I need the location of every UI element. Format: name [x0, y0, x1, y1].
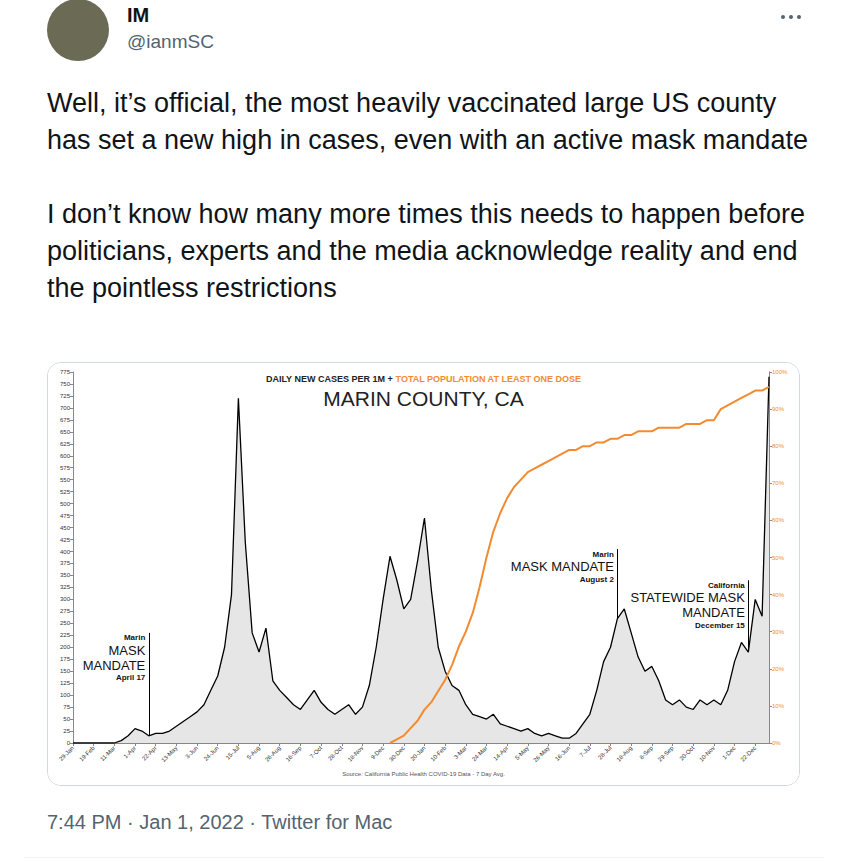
svg-text:575: 575 — [60, 465, 71, 471]
svg-text:775: 775 — [60, 369, 71, 375]
svg-text:350: 350 — [60, 572, 71, 578]
svg-text:675: 675 — [60, 417, 71, 423]
svg-text:175: 175 — [60, 656, 71, 662]
svg-text:500: 500 — [60, 501, 71, 507]
svg-text:7-Jul: 7-Jul — [579, 745, 592, 758]
html-text:7:44 PM · Jan 1, 2022 · Twitte: 7:44 PM · Jan 1, 2022 · Twitter for Mac — [47, 811, 393, 833]
svg-text:19-Feb: 19-Feb — [78, 744, 96, 762]
svg-text:13-May: 13-May — [160, 745, 178, 763]
svg-text:0: 0 — [66, 740, 70, 746]
svg-text:100: 100 — [60, 692, 71, 698]
svg-text:10%: 10% — [772, 703, 785, 709]
svg-text:3-Jun: 3-Jun — [184, 745, 199, 760]
svg-text:75: 75 — [63, 704, 70, 710]
svg-text:28-Jul: 28-Jul — [597, 745, 613, 761]
svg-text:28-Oct: 28-Oct — [327, 745, 344, 762]
svg-text:60%: 60% — [772, 517, 785, 523]
svg-text:250: 250 — [60, 620, 71, 626]
svg-text:150: 150 — [60, 668, 71, 674]
html-text:IM: IM — [127, 4, 150, 26]
svg-text:600: 600 — [60, 453, 71, 459]
svg-text:20%: 20% — [772, 666, 785, 672]
svg-text:10-Nov: 10-Nov — [698, 745, 716, 763]
svg-text:11-Mar: 11-Mar — [99, 745, 116, 762]
svg-text:26-Aug: 26-Aug — [264, 745, 282, 763]
html-text:@ianmSC: @ianmSC — [127, 31, 214, 52]
svg-text:400: 400 — [60, 549, 71, 555]
svg-text:90%: 90% — [772, 406, 785, 412]
svg-text:3-Mar: 3-Mar — [453, 745, 468, 760]
svg-text:550: 550 — [60, 477, 71, 483]
svg-text:275: 275 — [60, 608, 71, 614]
svg-text:10-Feb: 10-Feb — [430, 744, 448, 762]
svg-text:MARIN COUNTY, CA: MARIN COUNTY, CA — [323, 387, 523, 410]
svg-text:22-Apr: 22-Apr — [141, 745, 158, 762]
svg-text:DAILY NEW CASES PER 1M +: DAILY NEW CASES PER 1M + — [266, 374, 395, 384]
svg-text:Source: California Public Heal: Source: California Public Health COVID-1… — [342, 771, 505, 777]
svg-text:225: 225 — [60, 632, 71, 638]
svg-text:26-May: 26-May — [532, 745, 550, 763]
svg-text:20-Jan: 20-Jan — [409, 745, 426, 762]
svg-text:Marin: Marin — [124, 633, 145, 642]
svg-text:750: 750 — [60, 381, 71, 387]
svg-text:25: 25 — [63, 728, 70, 734]
svg-text:1-Dec: 1-Dec — [721, 745, 737, 761]
svg-text:450: 450 — [60, 525, 71, 531]
svg-text:40%: 40% — [772, 592, 785, 598]
svg-text:5-May: 5-May — [514, 745, 530, 761]
svg-text:Marin: Marin — [593, 550, 614, 559]
svg-text:30%: 30% — [772, 629, 785, 635]
svg-text:625: 625 — [60, 441, 71, 447]
svg-text:9-Dec: 9-Dec — [370, 745, 386, 761]
svg-text:24-Jun: 24-Jun — [203, 745, 220, 762]
svg-text:100%: 100% — [772, 369, 788, 375]
svg-text:70%: 70% — [772, 480, 785, 486]
svg-text:700: 700 — [60, 405, 71, 411]
svg-text:California: California — [708, 581, 745, 590]
html-text:I don’t know how many more tim: I don’t know how many more times this ne… — [47, 199, 805, 303]
svg-text:7-Oct: 7-Oct — [309, 745, 324, 760]
svg-text:18-Aug: 18-Aug — [615, 745, 633, 763]
svg-text:22-Dec: 22-Dec — [739, 745, 757, 763]
svg-text:325: 325 — [60, 584, 71, 590]
svg-text:8-Sep: 8-Sep — [638, 744, 654, 760]
html-text:Well, it’s official, the most: Well, it’s official, the most heavily va… — [47, 88, 808, 155]
svg-text:18-Nov: 18-Nov — [347, 745, 365, 763]
svg-text:200: 200 — [60, 644, 71, 650]
svg-text:STATEWIDE MASK: STATEWIDE MASK — [630, 590, 745, 605]
svg-text:April 17: April 17 — [116, 673, 146, 682]
svg-text:24-Mar: 24-Mar — [471, 745, 489, 763]
svg-text:MANDATE: MANDATE — [682, 605, 745, 620]
svg-text:50: 50 — [63, 716, 70, 722]
svg-text:425: 425 — [60, 537, 71, 543]
svg-text:725: 725 — [60, 393, 71, 399]
svg-text:MANDATE: MANDATE — [83, 658, 146, 673]
svg-text:50%: 50% — [772, 555, 785, 561]
svg-text:30-Dec: 30-Dec — [388, 745, 406, 763]
svg-text:0%: 0% — [772, 740, 781, 746]
svg-text:MASK: MASK — [108, 643, 145, 658]
svg-text:1-Apr: 1-Apr — [123, 745, 138, 760]
svg-text:375: 375 — [60, 560, 71, 566]
svg-text:15-Jul: 15-Jul — [225, 745, 241, 761]
svg-text:16-Sep: 16-Sep — [285, 744, 303, 762]
svg-text:29-Jan: 29-Jan — [58, 745, 75, 762]
svg-text:14-Apr: 14-Apr — [492, 745, 509, 762]
svg-text:August 2: August 2 — [580, 575, 615, 584]
svg-text:29-Sep: 29-Sep — [657, 744, 675, 762]
svg-text:650: 650 — [60, 429, 71, 435]
svg-text:300: 300 — [60, 596, 71, 602]
svg-text:16-Jun: 16-Jun — [554, 745, 571, 762]
svg-text:TOTAL POPULATION AT LEAST ONE: TOTAL POPULATION AT LEAST ONE DOSE — [396, 374, 581, 384]
svg-text:125: 125 — [60, 680, 71, 686]
svg-text:80%: 80% — [772, 443, 785, 449]
svg-text:5-Aug: 5-Aug — [246, 745, 262, 761]
svg-text:MASK MANDATE: MASK MANDATE — [511, 559, 614, 574]
svg-text:525: 525 — [60, 489, 71, 495]
svg-text:December 15: December 15 — [695, 621, 745, 630]
svg-text:20-Oct: 20-Oct — [678, 745, 695, 762]
svg-text:475: 475 — [60, 513, 71, 519]
